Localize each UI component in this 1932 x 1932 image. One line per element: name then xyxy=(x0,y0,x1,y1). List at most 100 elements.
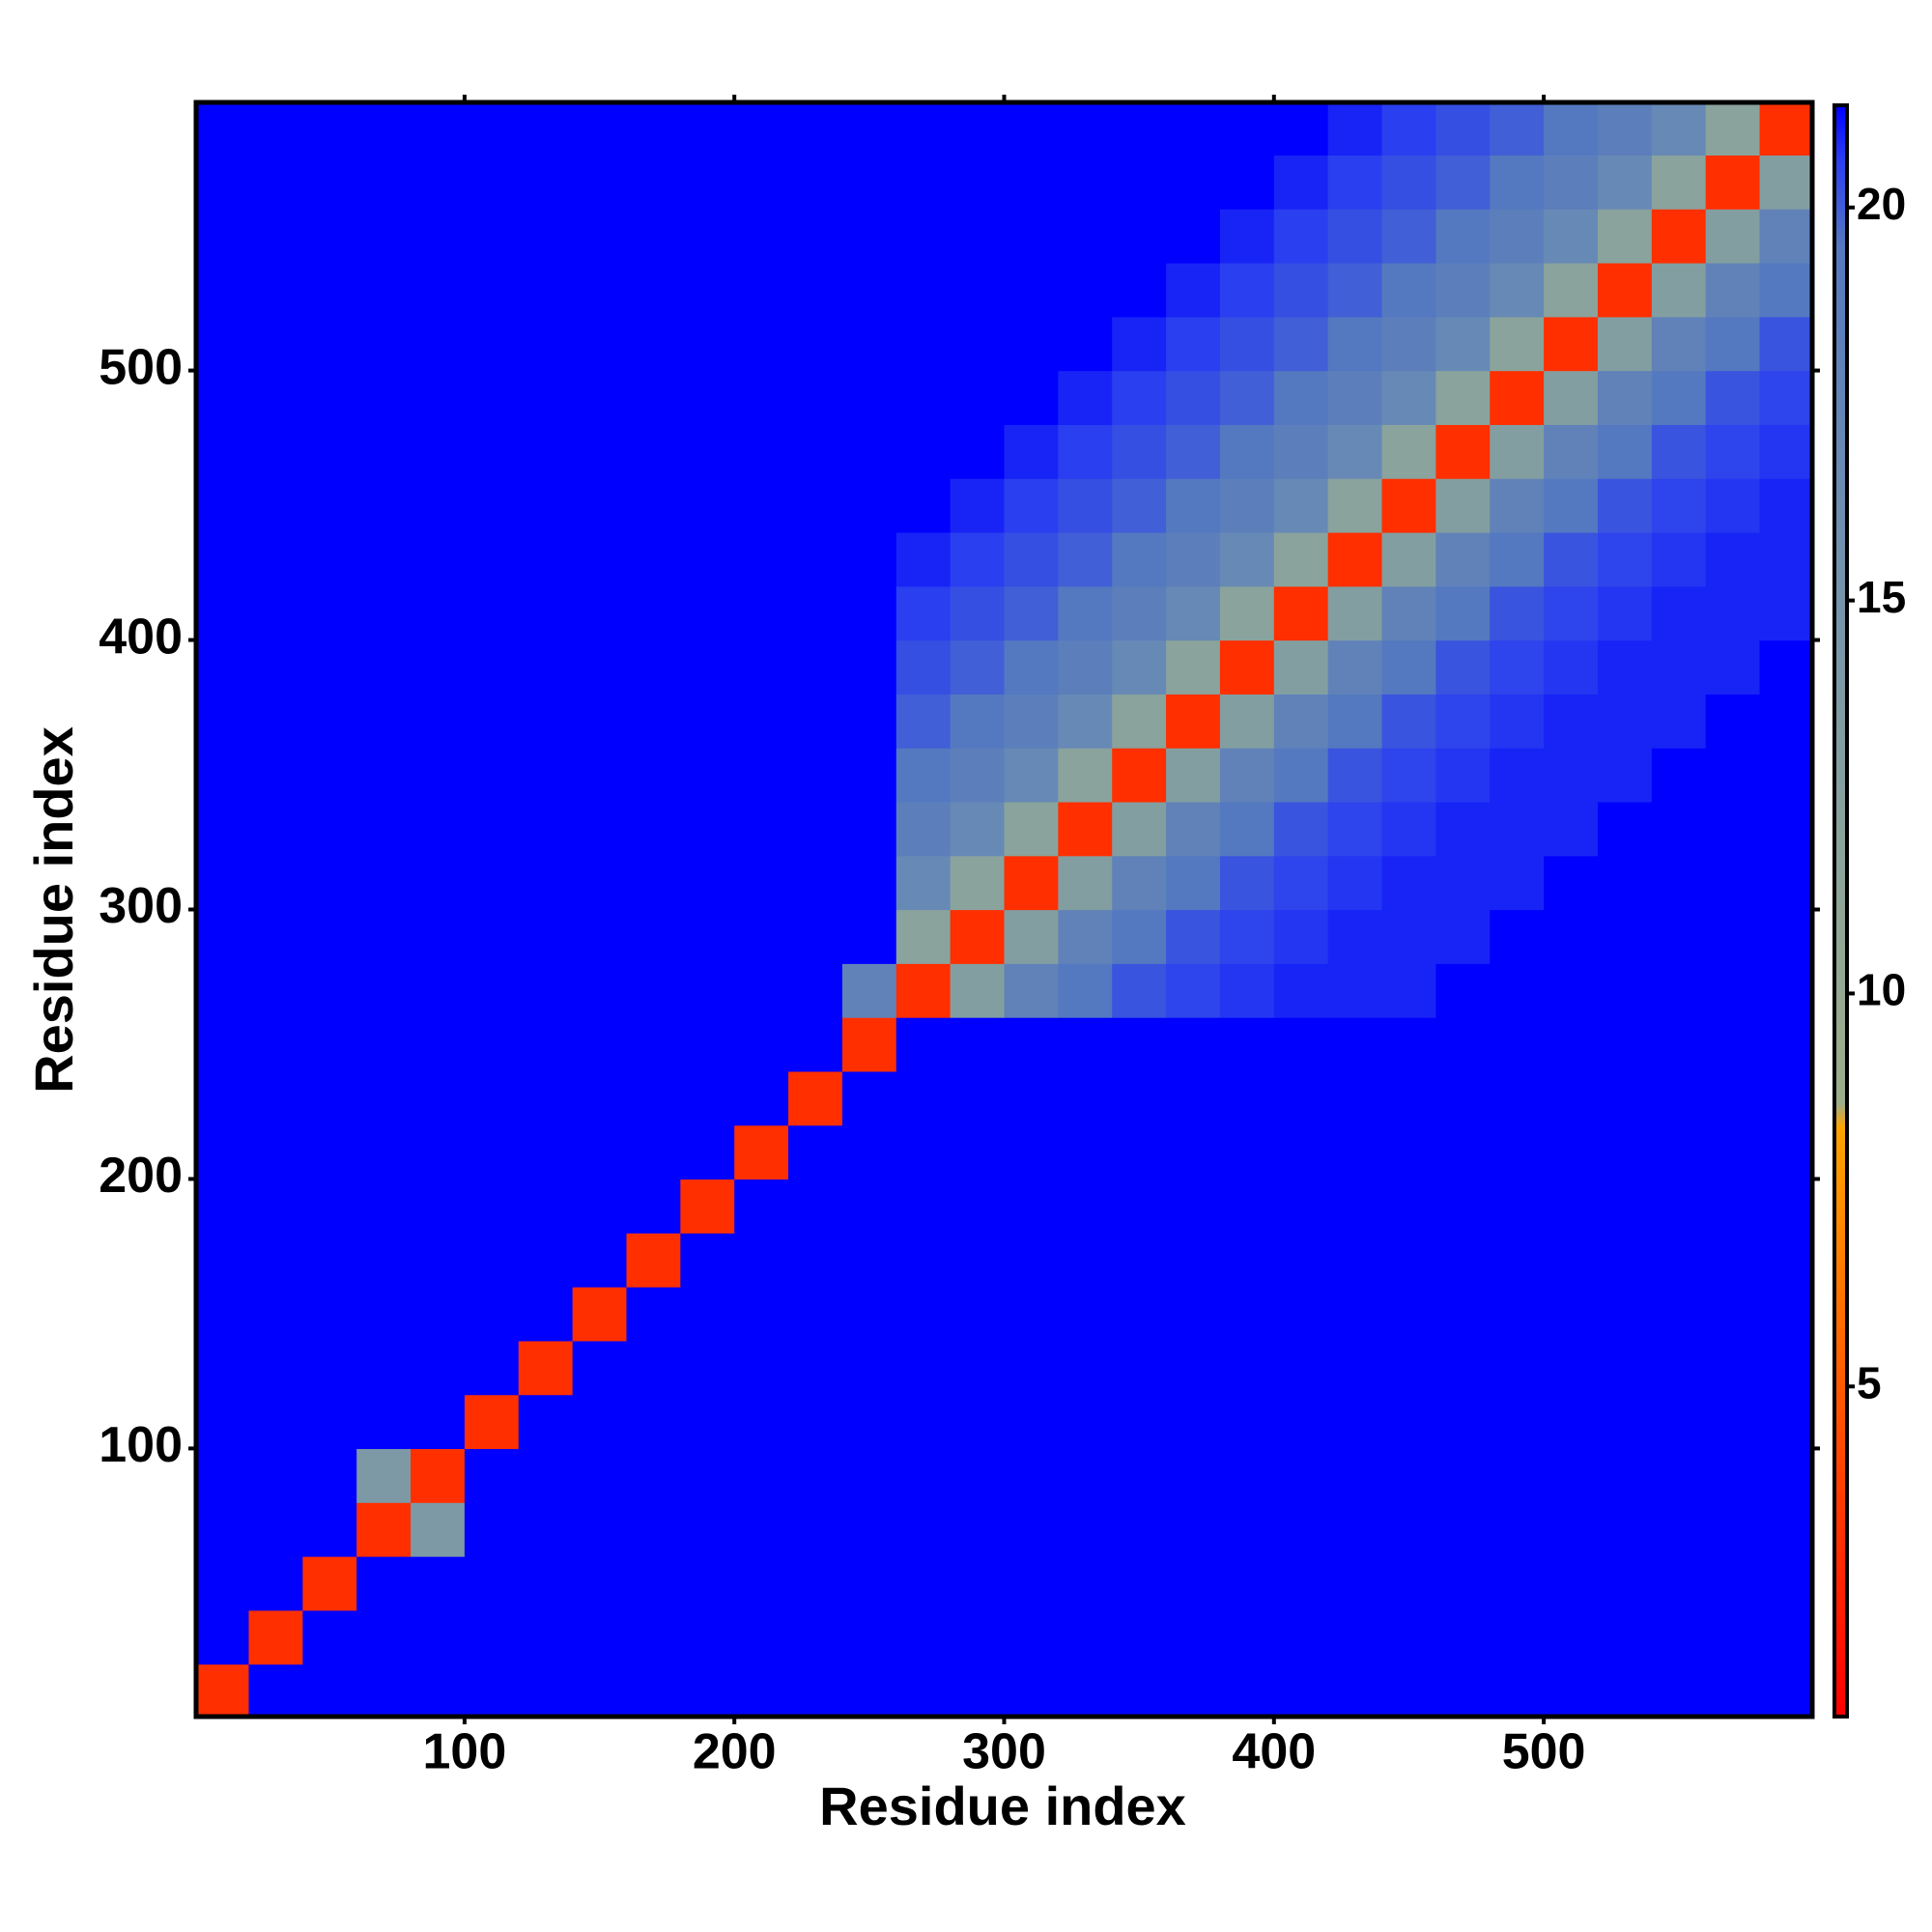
heat-cell xyxy=(1219,478,1275,533)
heat-cell xyxy=(1381,1233,1436,1288)
heat-cell xyxy=(1759,1394,1812,1450)
heat-cell xyxy=(950,102,1006,156)
heat-cell xyxy=(302,478,357,533)
heat-cell xyxy=(1273,1609,1329,1665)
heat-cell xyxy=(1597,748,1653,803)
heat-cell xyxy=(788,102,843,156)
heat-cell xyxy=(302,1663,357,1717)
heat-cell xyxy=(788,1070,843,1126)
heat-cell xyxy=(1597,1124,1653,1180)
heat-cell xyxy=(356,1502,412,1557)
heat-cell xyxy=(734,855,789,911)
heat-cell xyxy=(1759,801,1812,857)
heat-cell xyxy=(518,855,574,911)
heat-cell xyxy=(626,478,681,533)
heat-cell xyxy=(1004,1663,1059,1717)
heat-cell xyxy=(1004,155,1059,210)
heat-cell xyxy=(196,1233,250,1288)
heat-cell xyxy=(464,1124,520,1180)
heat-cell xyxy=(1597,209,1653,264)
heat-cell xyxy=(1490,1502,1545,1557)
heat-cell xyxy=(1597,1017,1653,1072)
heat-cell xyxy=(1490,1233,1545,1288)
heat-cell xyxy=(788,963,843,1018)
heat-cell xyxy=(411,209,466,264)
heat-cell xyxy=(1597,1609,1653,1665)
heat-cell xyxy=(1112,639,1167,695)
heat-cell xyxy=(1327,1179,1383,1234)
heat-cell xyxy=(950,1448,1006,1503)
heat-cell xyxy=(950,585,1006,641)
heat-cell xyxy=(1058,1287,1113,1342)
heat-cell xyxy=(518,316,574,372)
heat-cell xyxy=(248,1070,303,1126)
heat-cell xyxy=(1597,801,1653,857)
heat-cell xyxy=(1219,155,1275,210)
heat-cell xyxy=(1112,370,1167,425)
heat-cell xyxy=(1058,262,1113,318)
heat-cell xyxy=(1112,1233,1167,1288)
heat-cell xyxy=(1004,694,1059,749)
heat-cell xyxy=(248,1448,303,1503)
heat-cell xyxy=(950,1609,1006,1665)
heat-cell xyxy=(464,102,520,156)
heat-cell xyxy=(248,1233,303,1288)
heat-cell xyxy=(1381,1556,1436,1611)
heat-cell xyxy=(1058,801,1113,857)
heat-cell xyxy=(1219,1556,1275,1611)
heat-cell xyxy=(1166,639,1221,695)
heat-cell xyxy=(411,1502,466,1557)
heat-cell xyxy=(196,262,250,318)
heat-cell xyxy=(356,1070,412,1126)
heat-cell xyxy=(950,531,1006,587)
heat-cell xyxy=(680,531,735,587)
heat-cell xyxy=(356,1609,412,1665)
heat-cell xyxy=(841,1663,897,1717)
heat-cell xyxy=(1381,1124,1436,1180)
colorbar xyxy=(1833,103,1849,1719)
heat-cell xyxy=(895,639,952,695)
heat-cell xyxy=(1219,1124,1275,1180)
heat-cell xyxy=(411,262,466,318)
heat-cell xyxy=(572,1124,628,1180)
heat-cell xyxy=(1759,102,1812,156)
heat-cell xyxy=(1058,639,1113,695)
heat-cell xyxy=(196,748,250,803)
heat-cell xyxy=(1651,1448,1707,1503)
heat-cell xyxy=(302,155,357,210)
heat-cell xyxy=(734,316,789,372)
heat-cell xyxy=(1112,1502,1167,1557)
heat-cell xyxy=(680,585,735,641)
heat-cell xyxy=(1381,694,1436,749)
heat-cell xyxy=(1597,1556,1653,1611)
heat-cell xyxy=(841,909,897,964)
heat-cell xyxy=(1759,424,1812,479)
heat-cell xyxy=(1435,1340,1491,1396)
heat-cell xyxy=(1112,1070,1167,1126)
heat-cell xyxy=(572,1394,628,1450)
heat-cell xyxy=(248,1179,303,1234)
heat-cell xyxy=(464,531,520,587)
heat-cell xyxy=(572,855,628,911)
heat-cell xyxy=(1435,1394,1491,1450)
heat-cell xyxy=(1435,1663,1491,1717)
heat-cell xyxy=(1705,1609,1761,1665)
heat-cell xyxy=(1651,1070,1707,1126)
heat-cell xyxy=(1705,801,1761,857)
heat-cell xyxy=(196,102,250,156)
heat-cell xyxy=(1219,370,1275,425)
heat-cell xyxy=(1759,639,1812,695)
heat-cell xyxy=(1273,1233,1329,1288)
heat-cell xyxy=(626,1017,681,1072)
heat-cell xyxy=(302,1070,357,1126)
heat-cell xyxy=(464,1502,520,1557)
heat-cell xyxy=(1544,102,1599,156)
heat-cell xyxy=(895,1179,952,1234)
heat-cell xyxy=(411,1124,466,1180)
heat-cell xyxy=(680,1070,735,1126)
heat-cell xyxy=(1490,102,1545,156)
heat-cell xyxy=(895,855,952,911)
heat-cell xyxy=(411,639,466,695)
heat-cell xyxy=(248,478,303,533)
heat-cell xyxy=(1058,694,1113,749)
